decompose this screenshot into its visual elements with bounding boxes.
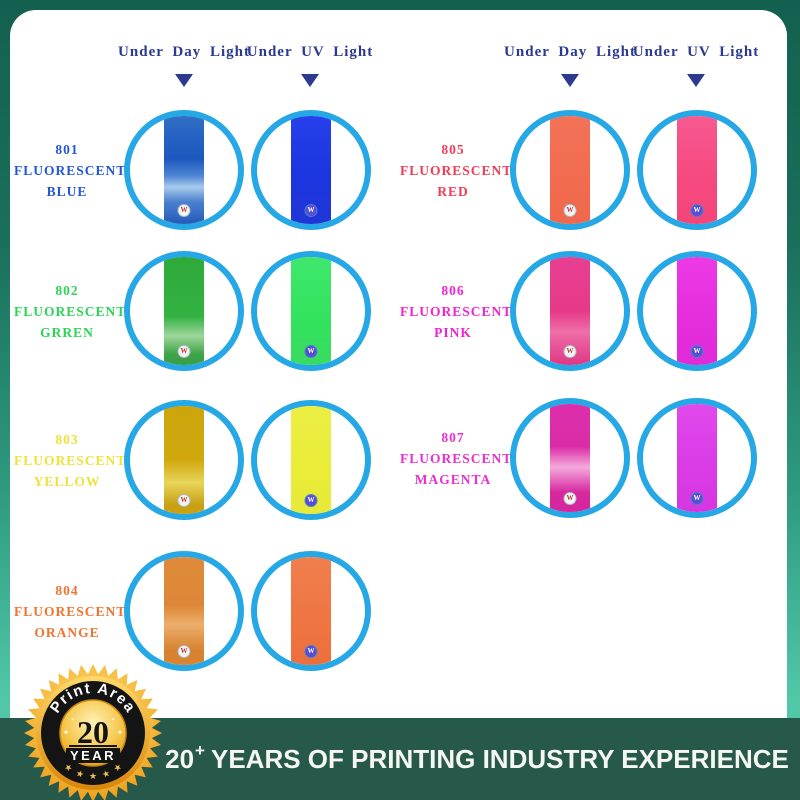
swatch-color-name: PINK [434, 324, 472, 340]
swatch-label: 803 FLUORESCENT YELLOW [14, 400, 127, 520]
day-swatch-circle: W [510, 251, 630, 371]
logo-sticker: W [304, 645, 318, 658]
logo-sticker: W [690, 204, 704, 217]
day-swatch-circle: W [124, 110, 244, 230]
swatch-row: 801 FLUORESCENT BLUE W W [14, 110, 386, 230]
swatch-group-right: Under Day Light Under UV Light 805 FLUORE… [400, 10, 772, 650]
swatch-color-name: YELLOW [33, 473, 101, 489]
swatch-color-name: RED [437, 183, 469, 199]
swatch-row: 805 FLUORESCENT RED W W [400, 110, 772, 230]
uv-swatch-circle: W [637, 398, 757, 518]
star-icon: ★ [75, 768, 86, 780]
star-icon: ★ [89, 771, 97, 781]
swatch-code: 806 [441, 282, 465, 298]
uv-swatch-circle: W [251, 400, 371, 520]
swatch-code: 805 [441, 141, 465, 157]
logo-sticker: W [304, 494, 318, 507]
swatch-family: FLUORESCENT [14, 303, 127, 319]
swatch-code: 804 [55, 582, 79, 598]
uv-light-header: Under UV Light [632, 44, 760, 60]
swatch-row: 802 FLUORESCENT GRREN W W [14, 251, 386, 371]
logo-sticker: W [177, 645, 191, 658]
swatch-color-name: MAGENTA [414, 471, 492, 487]
uv-swatch-circle: W [637, 110, 757, 230]
white-panel: Under Day Light Under UV Light 801 FLUORE… [10, 10, 787, 800]
day-swatch-circle: W [124, 551, 244, 671]
uv-swatch-circle: W [251, 110, 371, 230]
swatch-family: FLUORESCENT [400, 162, 513, 178]
swatch-row: 807 FLUORESCENT MAGENTA W W [400, 398, 772, 518]
day-swatch-circle: W [124, 251, 244, 371]
swatch-label: 805 FLUORESCENT RED [400, 110, 513, 230]
day-swatch-circle: W [510, 398, 630, 518]
arrow-down-icon [687, 74, 705, 87]
uv-swatch-circle: W [251, 251, 371, 371]
day-light-header: Under Day Light [504, 44, 636, 60]
arrow-down-icon [175, 74, 193, 87]
swatch-label: 802 FLUORESCENT GRREN [14, 251, 127, 371]
day-light-header: Under Day Light [118, 44, 250, 60]
swatch-code: 803 [55, 431, 79, 447]
uv-swatch-circle: W [251, 551, 371, 671]
swatch-color-name: BLUE [46, 183, 88, 199]
logo-sticker: W [563, 345, 577, 358]
logo-sticker: W [177, 345, 191, 358]
swatch-code: 802 [55, 282, 79, 298]
swatch-label: 801 FLUORESCENT BLUE [14, 110, 127, 230]
swatch-label: 804 FLUORESCENT ORANGE [14, 551, 127, 671]
banner-slogan: YEARS OF PRINTING INDUSTRY EXPERIENCE [210, 743, 789, 774]
sparkle-icon: ✦ [63, 728, 70, 737]
banner-text: 20 + YEARS OF PRINTING INDUSTRY EXPERIENC… [160, 718, 794, 800]
logo-sticker: W [690, 492, 704, 505]
swatch-row: 803 FLUORESCENT YELLOW W W [14, 400, 386, 520]
swatch-group-left: Under Day Light Under UV Light 801 FLUORE… [14, 10, 386, 671]
arrow-down-icon [301, 74, 319, 87]
logo-sticker: W [304, 204, 318, 217]
swatch-code: 807 [441, 429, 465, 445]
star-icon: ★ [101, 768, 112, 780]
print-area-badge: Print Area ✦ ✦ ✦ ✦ 20 YEAR ★★★★★ [24, 664, 162, 800]
swatch-color-name: ORANGE [34, 624, 100, 640]
swatch-label: 806 FLUORESCENT PINK [400, 251, 513, 371]
swatch-row: 806 FLUORESCENT PINK W W [400, 251, 772, 371]
arrow-down-icon [561, 74, 579, 87]
logo-sticker: W [177, 204, 191, 217]
swatch-row: 804 FLUORESCENT ORANGE W W [14, 551, 386, 671]
logo-sticker: W [563, 204, 577, 217]
badge-number: 20 [77, 714, 109, 750]
swatch-family: FLUORESCENT [14, 603, 127, 619]
logo-sticker: W [177, 494, 191, 507]
swatch-label: 807 FLUORESCENT MAGENTA [400, 398, 513, 518]
swatch-family: FLUORESCENT [14, 452, 127, 468]
day-swatch-circle: W [510, 110, 630, 230]
badge-year: YEAR [70, 748, 116, 763]
banner-number: 20 [165, 743, 195, 774]
badge-divider [69, 745, 117, 747]
logo-sticker: W [304, 345, 318, 358]
sparkle-icon: ✦ [111, 717, 115, 723]
swatch-family: FLUORESCENT [400, 303, 513, 319]
uv-light-header: Under UV Light [246, 44, 374, 60]
swatch-family: FLUORESCENT [400, 450, 513, 466]
swatch-color-name: GRREN [40, 324, 94, 340]
uv-swatch-circle: W [637, 251, 757, 371]
logo-sticker: W [690, 345, 704, 358]
day-swatch-circle: W [124, 400, 244, 520]
sparkle-icon: ✦ [71, 717, 75, 723]
swatch-family: FLUORESCENT [14, 162, 127, 178]
sparkle-icon: ✦ [117, 728, 124, 737]
logo-sticker: W [563, 492, 577, 505]
badge-year-band [66, 748, 120, 763]
swatch-code: 801 [55, 141, 79, 157]
banner-plus: + [195, 741, 205, 760]
